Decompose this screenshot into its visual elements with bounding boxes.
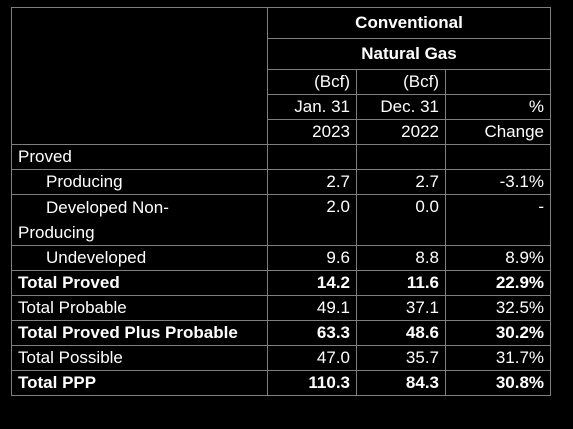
col1-unit: (Bcf) [267,69,357,95]
row-jan-value: 2.0 [267,194,357,246]
row-dec-value: 35.7 [356,345,446,371]
row-dec-value: 11.6 [356,270,446,296]
col2-unit: (Bcf) [356,69,446,95]
row-label: Total Possible [11,345,268,371]
row-empty [356,144,446,170]
row-jan-value: 49.1 [267,295,357,321]
row-jan-value: 2.7 [267,169,357,195]
col3-percent: % [444,94,552,120]
row-label-line2: Producing [18,223,95,242]
row-jan-value: 9.6 [267,245,357,271]
header-corner-cell [11,7,268,145]
col2-date: Dec. 31 [356,94,446,120]
table-row-undeveloped: Undeveloped 9.6 8.8 8.9% [11,245,552,271]
row-dec-value: 37.1 [356,295,446,321]
table-row-total-probable: Total Probable 49.1 37.1 32.5% [11,295,552,321]
row-change-value: 22.9% [444,270,552,296]
row-change-value: 30.8% [444,370,552,396]
row-label: Total Proved Plus Probable [11,320,268,346]
header-row-dates: Jan. 31 Dec. 31 % [12,94,552,120]
col2-year: 2022 [356,119,446,145]
row-dec-value: 84.3 [356,370,446,396]
row-empty [267,144,357,170]
header-row-1: Conventional [11,7,552,145]
col1-year: 2023 [267,119,357,145]
row-empty [444,144,552,170]
row-change-value: 8.9% [444,245,552,271]
table-row-total-ppp: Total PPP 110.3 84.3 30.8% [11,370,552,396]
table-row-proved: Proved [11,144,552,170]
row-change-value: 31.7% [444,345,552,371]
row-label: Developed Non- Producing [11,194,268,246]
table-row-producing: Producing 2.7 2.7 -3.1% [11,169,552,195]
row-jan-value: 110.3 [267,370,357,396]
table-row-total-proved-plus-probable: Total Proved Plus Probable 63.3 48.6 30.… [11,320,552,346]
col1-date: Jan. 31 [267,94,357,120]
row-change-value: 32.5% [444,295,552,321]
row-label: Producing [11,169,268,195]
row-dec-value: 8.8 [356,245,446,271]
header-row-units: (Bcf) (Bcf) [12,69,552,95]
row-label: Total Proved [11,270,268,296]
row-change-value: - [444,194,552,246]
row-label-line1: Developed Non- [46,198,169,217]
row-dec-value: 2.7 [356,169,446,195]
table-row-total-proved: Total Proved 14.2 11.6 22.9% [11,270,552,296]
row-change-value: -3.1% [444,169,552,195]
col3-change: Change [444,119,552,145]
row-dec-value: 48.6 [356,320,446,346]
reserves-table: Conventional Natural Gas (Bcf) (Bcf) Jan… [11,7,552,396]
row-jan-value: 63.3 [267,320,357,346]
row-label: Undeveloped [11,245,268,271]
table-row-developed-non-producing: Developed Non- Producing 2.0 0.0 - [11,194,552,246]
row-label: Total PPP [11,370,268,396]
header-title-line1: Conventional [266,7,552,39]
row-label: Proved [11,144,268,170]
header-row-2: Natural Gas [12,38,552,70]
table-row-total-possible: Total Possible 47.0 35.7 31.7% [11,345,552,371]
header-row-years: 2023 2022 Change [12,119,552,145]
row-change-value: 30.2% [444,320,552,346]
row-label: Total Probable [11,295,268,321]
row-jan-value: 47.0 [267,345,357,371]
header-title-line2: Natural Gas [266,38,552,70]
row-dec-value: 0.0 [356,194,446,246]
row-jan-value: 14.2 [267,270,357,296]
col3-unit-blank [444,69,552,95]
